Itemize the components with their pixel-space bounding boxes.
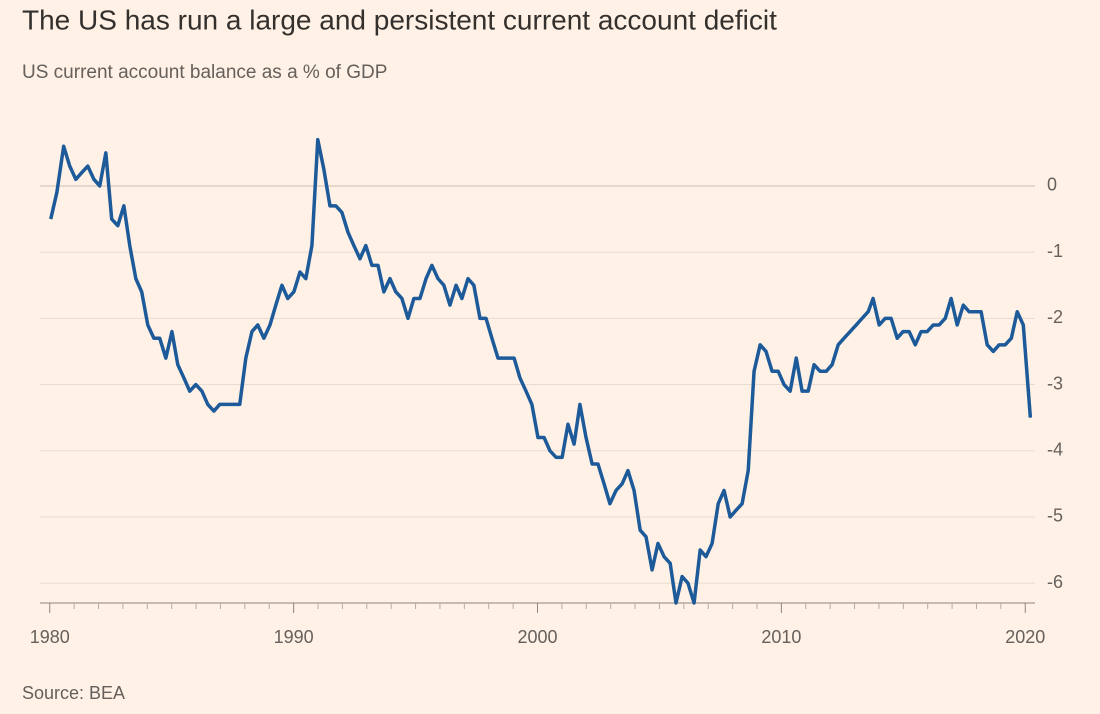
- y-tick-label: 0: [1047, 175, 1057, 195]
- y-tick-label: -2: [1047, 307, 1063, 327]
- y-tick-label: -5: [1047, 506, 1063, 526]
- source: Source: BEA: [22, 683, 125, 703]
- y-tick-label: -6: [1047, 572, 1063, 592]
- x-tick-label: 2020: [1005, 627, 1045, 647]
- chart-subtitle: US current account balance as a % of GDP: [22, 62, 387, 83]
- y-tick-label: -4: [1047, 439, 1063, 459]
- x-tick-label: 2000: [517, 627, 557, 647]
- y-tick-label: -3: [1047, 373, 1063, 393]
- chart-title: The US has run a large and persistent cu…: [22, 4, 777, 35]
- x-tick-label: 2010: [761, 627, 801, 647]
- x-tick-label: 1980: [30, 627, 70, 647]
- x-tick-label: 1990: [274, 627, 314, 647]
- line: [49, 137, 1033, 605]
- y-tick-label: -1: [1047, 241, 1063, 261]
